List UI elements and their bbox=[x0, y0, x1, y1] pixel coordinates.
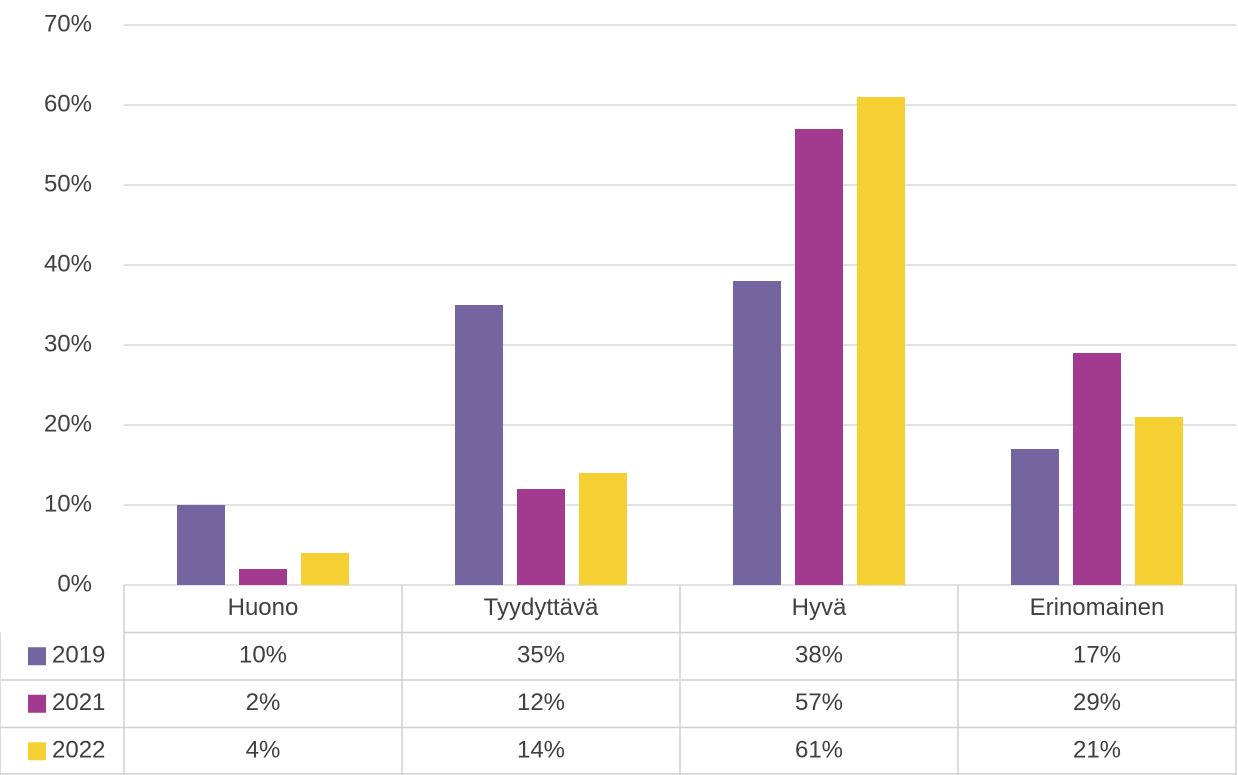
y-tick-label: 0% bbox=[57, 570, 92, 597]
legend-label: 2019 bbox=[52, 642, 105, 669]
table-value: 38% bbox=[795, 642, 843, 669]
bar bbox=[177, 505, 225, 585]
legend-label: 2021 bbox=[52, 689, 105, 716]
y-tick-label: 20% bbox=[44, 410, 92, 437]
table-value: 57% bbox=[795, 689, 843, 716]
x-tick-label: Tyydyttävä bbox=[484, 594, 599, 621]
y-tick-label: 70% bbox=[44, 10, 92, 37]
x-tick-label: Huono bbox=[228, 594, 299, 621]
y-tick-label: 60% bbox=[44, 90, 92, 117]
y-tick-label: 40% bbox=[44, 250, 92, 277]
legend-label: 2022 bbox=[52, 737, 105, 764]
table-value: 21% bbox=[1073, 737, 1121, 764]
table-value: 14% bbox=[517, 737, 565, 764]
bar bbox=[857, 97, 905, 585]
table-value: 35% bbox=[517, 642, 565, 669]
table-value: 2% bbox=[246, 689, 281, 716]
x-tick-label: Hyvä bbox=[792, 594, 847, 621]
bar bbox=[1011, 449, 1059, 585]
y-tick-label: 30% bbox=[44, 330, 92, 357]
legend-swatch bbox=[28, 647, 46, 666]
bar bbox=[795, 129, 843, 585]
bar bbox=[239, 569, 287, 585]
bar bbox=[455, 305, 503, 585]
table-value: 12% bbox=[517, 689, 565, 716]
y-tick-label: 10% bbox=[44, 490, 92, 517]
bar bbox=[579, 473, 627, 585]
table-value: 4% bbox=[246, 737, 281, 764]
table-value: 29% bbox=[1073, 689, 1121, 716]
y-tick-label: 50% bbox=[44, 170, 92, 197]
table-value: 10% bbox=[239, 642, 287, 669]
legend-swatch bbox=[28, 694, 46, 713]
x-tick-label: Erinomainen bbox=[1030, 594, 1165, 621]
table-value: 17% bbox=[1073, 642, 1121, 669]
legend-swatch bbox=[28, 742, 46, 761]
bar bbox=[1135, 417, 1183, 585]
bar bbox=[1073, 353, 1121, 585]
table-value: 61% bbox=[795, 737, 843, 764]
bar bbox=[733, 281, 781, 585]
bar bbox=[301, 553, 349, 585]
bar bbox=[517, 489, 565, 585]
